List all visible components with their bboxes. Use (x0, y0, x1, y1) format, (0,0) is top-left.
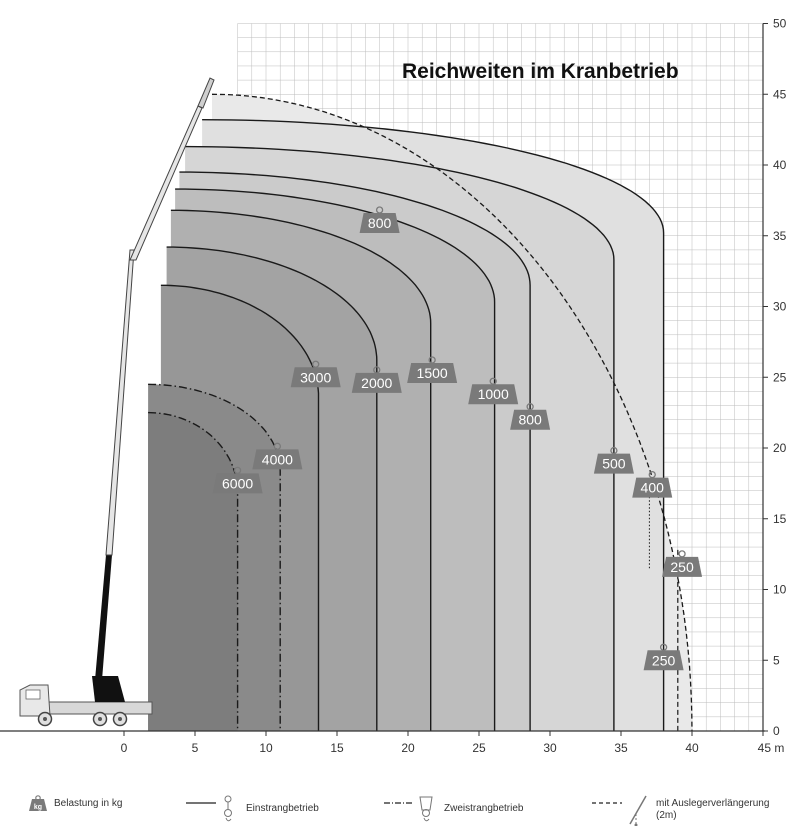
y-tick-label: 0 (773, 724, 780, 738)
load-label-text: 250 (652, 652, 676, 668)
load-label-2000: 2000 (351, 366, 402, 393)
y-tick-label: 25 (773, 370, 787, 384)
load-label-text: 4000 (262, 451, 293, 467)
load-label-3000: 3000 (290, 360, 341, 388)
double-line-hook-icon (384, 796, 433, 822)
curve-1000 (175, 188, 496, 731)
curve-4000 (148, 383, 281, 731)
weight-icon: kg (29, 795, 47, 811)
y-tick-label: 45 (773, 87, 787, 101)
crane-truck (19, 77, 215, 727)
x-tick-label: 35 (614, 741, 628, 755)
load-label-500: 500 (593, 446, 634, 474)
x-tick-label: 40 (685, 741, 699, 755)
load-label-box (632, 477, 673, 498)
boom-main-section (105, 249, 135, 556)
load-label-4000: 4000 (252, 442, 303, 470)
legend-double: Zweistrangbetrieb (384, 794, 523, 824)
load-label-400: 400 (632, 470, 673, 498)
y-tick-label: 40 (773, 158, 787, 172)
load-label-box (359, 213, 400, 234)
legend-double-label: Zweistrangbetrieb (444, 803, 524, 814)
load-label-text: 2000 (361, 375, 392, 391)
load-label-hook (678, 550, 686, 558)
load-label-6000: 6000 (212, 466, 263, 494)
load-label-box (593, 453, 634, 474)
load-label-box (510, 409, 551, 430)
load-label-box (290, 367, 341, 388)
x-tick-label: 15 (330, 741, 344, 755)
load-label-box (643, 650, 684, 671)
legend-extension-line2: (2m) (656, 810, 677, 821)
y-tick-label: 50 (773, 17, 787, 31)
reach-zones (148, 94, 692, 732)
load-label-text: 250 (670, 559, 694, 575)
load-label-1500: 1500 (407, 356, 458, 384)
load-label-text: 400 (641, 480, 665, 496)
load-label-text: 500 (602, 456, 626, 472)
load-label-250: 250 (643, 643, 684, 671)
chart-title: Reichweiten im Kranbetrieb (402, 60, 679, 83)
legend-extension-label: mit Auslegerverlängerung (2m) (656, 798, 769, 822)
curve-250 (202, 119, 665, 731)
x-tick-label: 0 (121, 741, 128, 755)
x-tick-label: 10 (259, 741, 273, 755)
legend-single: Einstrangbetrieb (186, 794, 319, 824)
y-tick-label: 20 (773, 441, 787, 455)
load-label-text: 1000 (478, 386, 509, 402)
load-label-box (351, 372, 402, 393)
load-label-250: 250 (662, 550, 703, 577)
load-label-800: 800 (510, 403, 551, 430)
y-tick-label: 15 (773, 512, 787, 526)
legend-load-label: Belastung in kg (54, 798, 123, 809)
truck-hub (118, 717, 122, 721)
load-label-1000: 1000 (468, 377, 519, 405)
load-label-box (252, 449, 303, 470)
curve-500 (185, 145, 615, 731)
load-label-text: 800 (518, 412, 542, 428)
load-labels: 6000 4000 3000 2000 1500 1000 800 800 500 400 250 2… (212, 206, 703, 671)
boom-base-section (95, 555, 112, 680)
legend: kg Belastung in kg Einstrangbetrieb Zwei… (0, 780, 808, 828)
x-tick-label: 25 (472, 741, 486, 755)
load-label-box (212, 473, 263, 494)
boom-extension-icon (592, 795, 647, 826)
truck-window (25, 689, 41, 700)
load-label-box (468, 384, 519, 405)
legend-extension-line1: mit Auslegerverlängerung (656, 798, 770, 809)
reach-zone (148, 412, 238, 731)
curve-2000 (166, 246, 378, 731)
x-tick-label: 5 (192, 741, 199, 755)
load-label-box (662, 556, 703, 577)
load-label-text: 3000 (300, 369, 331, 385)
truck-hub (43, 717, 47, 721)
y-tick-label: 35 (773, 229, 787, 243)
legend-load: kg Belastung in kg (28, 794, 122, 814)
x-tick-label: 20 (401, 741, 415, 755)
weight-icon-label: kg (34, 804, 42, 811)
crane-turret (92, 676, 125, 702)
legend-extension: mit Auslegerverlängerung (2m) (592, 794, 769, 826)
x-tick-label: 30 (543, 741, 557, 755)
legend-single-label: Einstrangbetrieb (246, 803, 319, 814)
load-label-800: 800 (359, 206, 400, 234)
y-tick-label: 10 (773, 583, 787, 597)
load-label-text: 1500 (417, 365, 448, 381)
load-label-box (407, 363, 458, 384)
curve-800 (179, 171, 531, 731)
curve-1500 (170, 209, 432, 731)
load-label-text: 6000 (222, 475, 253, 491)
x-tick-label: 45 m (758, 741, 785, 755)
load-label-text: 800 (368, 215, 392, 231)
axes: 0 5 10 15 20 25 30 35 40 45 m 0 5 10 15 20 25 30 35 40 45 50 (0, 17, 787, 755)
single-line-hook-icon (186, 795, 232, 822)
y-tick-label: 5 (773, 653, 780, 667)
boom-tip (197, 77, 215, 109)
truck-hub (98, 717, 102, 721)
y-tick-label: 30 (773, 300, 787, 314)
